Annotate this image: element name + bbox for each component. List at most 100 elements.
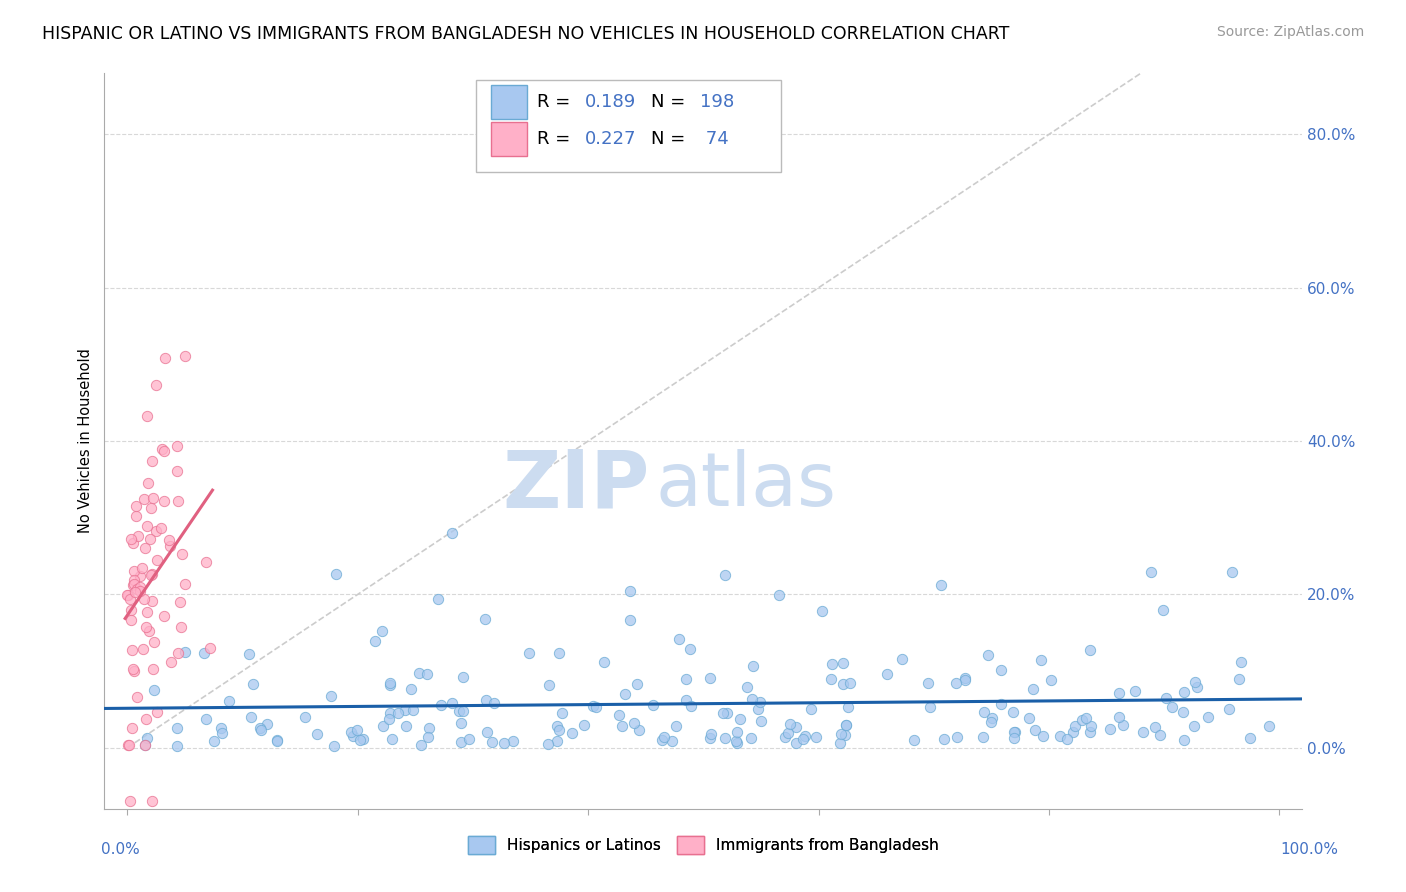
Point (1108, 686, 1130, 700)
Point (1022, 681, 1045, 696)
Point (141, 794, 163, 808)
Point (945, 675, 967, 690)
Point (546, 733, 568, 747)
Point (159, 539, 181, 553)
Text: 0.189: 0.189 (585, 94, 636, 112)
Text: ZIP: ZIP (502, 446, 650, 524)
Point (169, 595, 191, 609)
Point (122, 578, 145, 592)
Point (451, 704, 474, 718)
Point (820, 672, 842, 686)
Point (371, 624, 394, 638)
Point (121, 721, 143, 735)
Point (1056, 732, 1078, 747)
Point (643, 698, 665, 713)
Point (835, 718, 858, 732)
Point (117, 588, 139, 602)
Point (699, 726, 721, 740)
Point (322, 739, 344, 753)
Text: 74: 74 (700, 130, 728, 148)
Point (917, 675, 939, 690)
Point (340, 725, 363, 739)
Point (440, 526, 463, 541)
Point (127, 529, 149, 543)
Point (141, 566, 163, 581)
Point (1071, 713, 1094, 727)
Point (294, 710, 316, 724)
Point (122, 573, 145, 587)
Point (136, 475, 159, 490)
Point (737, 680, 759, 694)
Point (627, 723, 650, 737)
Point (166, 440, 188, 454)
Point (138, 624, 160, 638)
Point (167, 646, 190, 660)
Point (800, 702, 823, 716)
Point (132, 591, 155, 606)
Point (713, 731, 735, 745)
Point (607, 708, 630, 723)
Point (416, 666, 439, 681)
Point (679, 642, 702, 657)
Text: atlas: atlas (655, 449, 837, 522)
Point (651, 732, 673, 747)
Point (785, 735, 807, 749)
Point (1197, 710, 1219, 724)
Point (834, 728, 856, 742)
Point (118, 738, 141, 752)
Point (546, 718, 568, 732)
Point (120, 603, 142, 617)
Point (481, 735, 503, 749)
Point (1154, 690, 1177, 705)
Point (593, 655, 616, 669)
Point (1161, 700, 1184, 714)
Point (409, 738, 432, 752)
Point (1002, 731, 1025, 745)
Point (408, 665, 430, 680)
Text: R =: R = (537, 94, 576, 112)
Point (1108, 709, 1130, 723)
Text: Source: ZipAtlas.com: Source: ZipAtlas.com (1216, 25, 1364, 39)
Legend: Hispanics or Latinos, Immigrants from Bangladesh: Hispanics or Latinos, Immigrants from Ba… (461, 830, 945, 860)
Point (122, 662, 145, 676)
Point (977, 648, 1000, 662)
Point (166, 464, 188, 478)
Point (699, 731, 721, 746)
Point (768, 588, 790, 602)
Point (1258, 719, 1281, 733)
Point (447, 704, 470, 718)
Point (242, 677, 264, 691)
Point (748, 695, 770, 709)
Point (675, 692, 697, 706)
Point (1002, 705, 1025, 719)
Point (725, 736, 748, 750)
Point (1230, 655, 1253, 669)
Point (821, 657, 844, 671)
Point (122, 665, 145, 679)
Point (626, 677, 648, 691)
Point (1182, 719, 1205, 733)
Point (129, 569, 152, 583)
Point (134, 739, 156, 753)
Point (747, 702, 769, 716)
Point (173, 576, 195, 591)
Point (582, 699, 605, 714)
Point (395, 719, 418, 733)
Point (979, 714, 1001, 729)
Point (170, 620, 193, 634)
FancyBboxPatch shape (475, 80, 782, 172)
Point (153, 494, 176, 508)
Point (122, 576, 145, 591)
Point (932, 732, 955, 747)
Point (141, 454, 163, 468)
Point (134, 541, 156, 555)
Point (1040, 673, 1063, 687)
Point (945, 730, 967, 744)
Point (373, 719, 395, 733)
Point (139, 501, 162, 516)
Point (250, 723, 273, 737)
Text: N =: N = (651, 94, 690, 112)
Point (502, 734, 524, 748)
Point (346, 723, 368, 738)
Point (953, 672, 976, 686)
